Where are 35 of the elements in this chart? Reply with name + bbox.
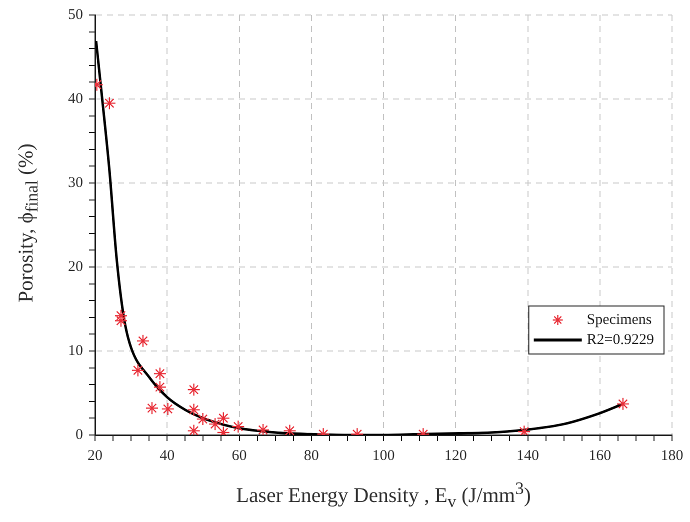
- y-tick-label: 20: [68, 258, 83, 275]
- point: [187, 424, 200, 435]
- x-tick-label: 20: [88, 448, 102, 464]
- y-tick-label: 40: [68, 90, 83, 107]
- point: [131, 364, 145, 377]
- point: [256, 423, 270, 435]
- y-tick-label: 10: [68, 342, 83, 359]
- point: [616, 397, 630, 411]
- x-tick-label: 160: [588, 448, 612, 464]
- point: [283, 424, 296, 435]
- x-tick-label: 100: [372, 448, 395, 464]
- point: [187, 403, 200, 416]
- x-tick-label: 180: [660, 448, 684, 464]
- point: [153, 380, 167, 394]
- legend-label: R2=0.9229: [586, 332, 654, 348]
- point: [208, 417, 222, 431]
- y-tick-label: 0: [76, 426, 83, 443]
- point: [161, 402, 174, 416]
- x-tick-label: 40: [160, 448, 175, 464]
- legend-label: Specimens: [586, 312, 652, 328]
- point: [136, 334, 150, 348]
- point: [187, 383, 200, 396]
- x-tick-label: 120: [444, 448, 467, 464]
- y-tick-label: 30: [68, 174, 83, 191]
- point: [232, 420, 245, 434]
- x-tick-label: 80: [304, 448, 319, 464]
- point: [102, 96, 116, 110]
- y-tick-label: 50: [68, 6, 83, 23]
- point: [153, 367, 167, 380]
- point: [216, 412, 230, 425]
- point: [196, 412, 210, 426]
- point: [145, 402, 159, 415]
- x-tick-label: 60: [232, 448, 247, 464]
- x-tick-label: 140: [516, 448, 539, 464]
- x-axis-title: Laser Energy Density , E$_{v}$ (J/mm$^{3}$): [235, 478, 532, 512]
